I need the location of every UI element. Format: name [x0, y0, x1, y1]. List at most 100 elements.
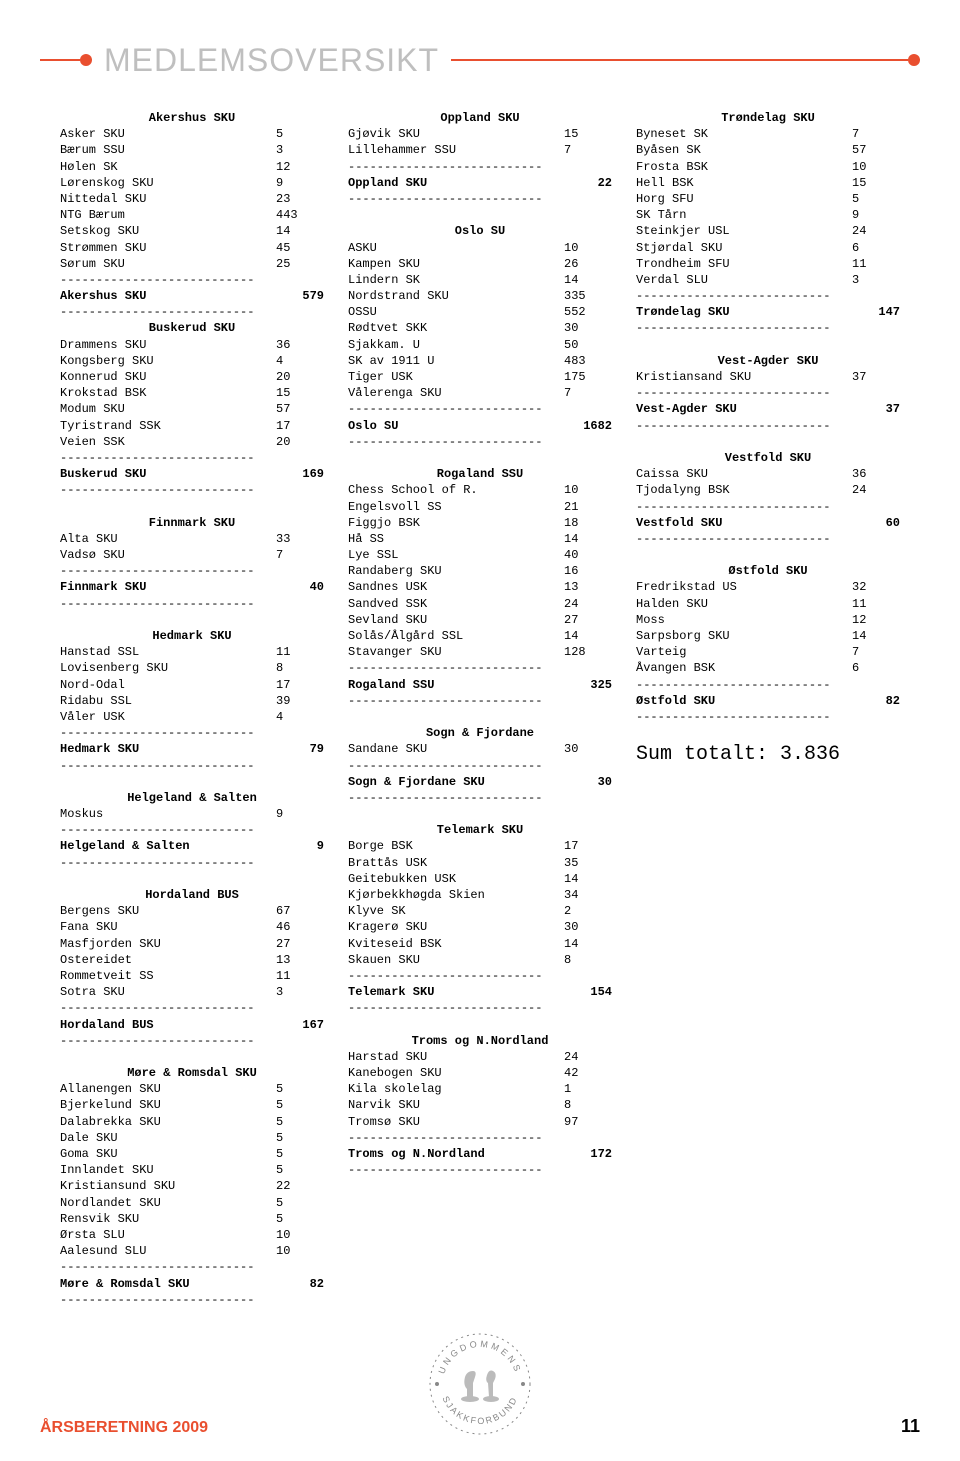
club-name: Akershus SKU	[60, 288, 146, 304]
club-name: Nordstrand SKU	[348, 288, 564, 304]
club-row: Stavanger SKU128	[348, 644, 612, 660]
club-count: 169	[302, 466, 324, 482]
club-row: Tjodalyng BSK24	[636, 482, 900, 498]
club-count: 15	[564, 126, 612, 142]
club-row: Hølen SK12	[60, 159, 324, 175]
divider: ---------------------------	[636, 677, 900, 693]
divider: ---------------------------	[636, 385, 900, 401]
club-name: Hordaland BUS	[60, 1017, 154, 1033]
club-row: Lovisenberg SKU8	[60, 660, 324, 676]
club-name: Klyve SK	[348, 903, 564, 919]
section-total: Sogn & Fjordane SKU30	[348, 774, 612, 790]
club-count: 17	[564, 838, 612, 854]
column-left: Akershus SKUAsker SKU5Bærum SSU3Hølen SK…	[60, 110, 324, 1308]
club-count: 9	[852, 207, 900, 223]
club-name: Sandnes USK	[348, 579, 564, 595]
club-count: 11	[276, 968, 324, 984]
club-row: Goma SKU5	[60, 1146, 324, 1162]
club-row: Kragerø SKU30	[348, 919, 612, 935]
section-title: Vestfold SKU	[636, 450, 900, 466]
club-row: Kanebogen SKU42	[348, 1065, 612, 1081]
club-count: 5	[276, 1097, 324, 1113]
club-name: Dale SKU	[60, 1130, 276, 1146]
club-name: Rogaland SSU	[348, 677, 434, 693]
club-count: 67	[276, 903, 324, 919]
club-count: 11	[852, 596, 900, 612]
club-count: 45	[276, 240, 324, 256]
club-row: Lillehammer SSU7	[348, 142, 612, 158]
club-count: 6	[852, 240, 900, 256]
club-row: Sjakkam. U50	[348, 337, 612, 353]
divider: ---------------------------	[348, 790, 612, 806]
club-name: Bergens SKU	[60, 903, 276, 919]
club-count: 17	[276, 677, 324, 693]
club-count: 27	[276, 936, 324, 952]
club-row: Steinkjer USL24	[636, 223, 900, 239]
club-name: Telemark SKU	[348, 984, 434, 1000]
club-row: Tiger USK175	[348, 369, 612, 385]
club-name: Nittedal SKU	[60, 191, 276, 207]
club-row: Ridabu SSL39	[60, 693, 324, 709]
club-row: Bærum SSU3	[60, 142, 324, 158]
club-name: Steinkjer USL	[636, 223, 852, 239]
club-row: Brattås USK35	[348, 855, 612, 871]
club-count: 128	[564, 644, 612, 660]
club-name: Nord-Odal	[60, 677, 276, 693]
club-name: Konnerud SKU	[60, 369, 276, 385]
divider: ---------------------------	[348, 1162, 612, 1178]
divider: ---------------------------	[348, 758, 612, 774]
divider: ---------------------------	[636, 709, 900, 725]
header-dot-right	[908, 54, 920, 66]
club-name: Ridabu SSL	[60, 693, 276, 709]
club-row: Gjøvik SKU15	[348, 126, 612, 142]
club-count: 154	[590, 984, 612, 1000]
club-count: 7	[852, 126, 900, 142]
club-count: 4	[276, 709, 324, 725]
club-name: Figgjo BSK	[348, 515, 564, 531]
club-count: 5	[276, 1146, 324, 1162]
club-count: 3	[276, 142, 324, 158]
section-total: Trøndelag SKU147	[636, 304, 900, 320]
club-name: Bjerkelund SKU	[60, 1097, 276, 1113]
section-title: Finnmark SKU	[60, 515, 324, 531]
club-row: Lindern SK14	[348, 272, 612, 288]
club-row: Hell BSK15	[636, 175, 900, 191]
club-name: Chess School of R.	[348, 482, 564, 498]
club-row: Lye SSL40	[348, 547, 612, 563]
club-name: Borge BSK	[348, 838, 564, 854]
club-row: Tromsø SKU97	[348, 1114, 612, 1130]
club-name: Hedmark SKU	[60, 741, 139, 757]
club-row: Modum SKU57	[60, 401, 324, 417]
club-row: Hanstad SSL11	[60, 644, 324, 660]
club-row: Allanengen SKU5	[60, 1081, 324, 1097]
club-row: Drammens SKU36	[60, 337, 324, 353]
club-name: Sørum SKU	[60, 256, 276, 272]
club-count: 60	[886, 515, 900, 531]
club-row: Bjerkelund SKU5	[60, 1097, 324, 1113]
divider: ---------------------------	[348, 693, 612, 709]
club-row: Verdal SLU3	[636, 272, 900, 288]
divider: ---------------------------	[60, 855, 324, 871]
section-title: Møre & Romsdal SKU	[60, 1065, 324, 1081]
club-name: Buskerud SKU	[60, 466, 146, 482]
club-name: Aalesund SLU	[60, 1243, 276, 1259]
club-count: 10	[276, 1227, 324, 1243]
divider: ---------------------------	[60, 1259, 324, 1275]
club-name: Trøndelag SKU	[636, 304, 730, 320]
divider: ---------------------------	[60, 1000, 324, 1016]
club-row: Ostereidet13	[60, 952, 324, 968]
divider: ---------------------------	[60, 758, 324, 774]
club-count: 10	[276, 1243, 324, 1259]
club-name: Frosta BSK	[636, 159, 852, 175]
club-row: Rommetveit SS11	[60, 968, 324, 984]
club-count: 30	[564, 741, 612, 757]
club-name: Kviteseid BSK	[348, 936, 564, 952]
club-row: Aalesund SLU10	[60, 1243, 324, 1259]
club-count: 24	[852, 223, 900, 239]
club-row: Frosta BSK10	[636, 159, 900, 175]
club-count: 5	[276, 1162, 324, 1178]
club-count: 39	[276, 693, 324, 709]
divider: ---------------------------	[60, 1292, 324, 1308]
club-row: Dalabrekka SKU5	[60, 1114, 324, 1130]
club-name: Moskus	[60, 806, 276, 822]
